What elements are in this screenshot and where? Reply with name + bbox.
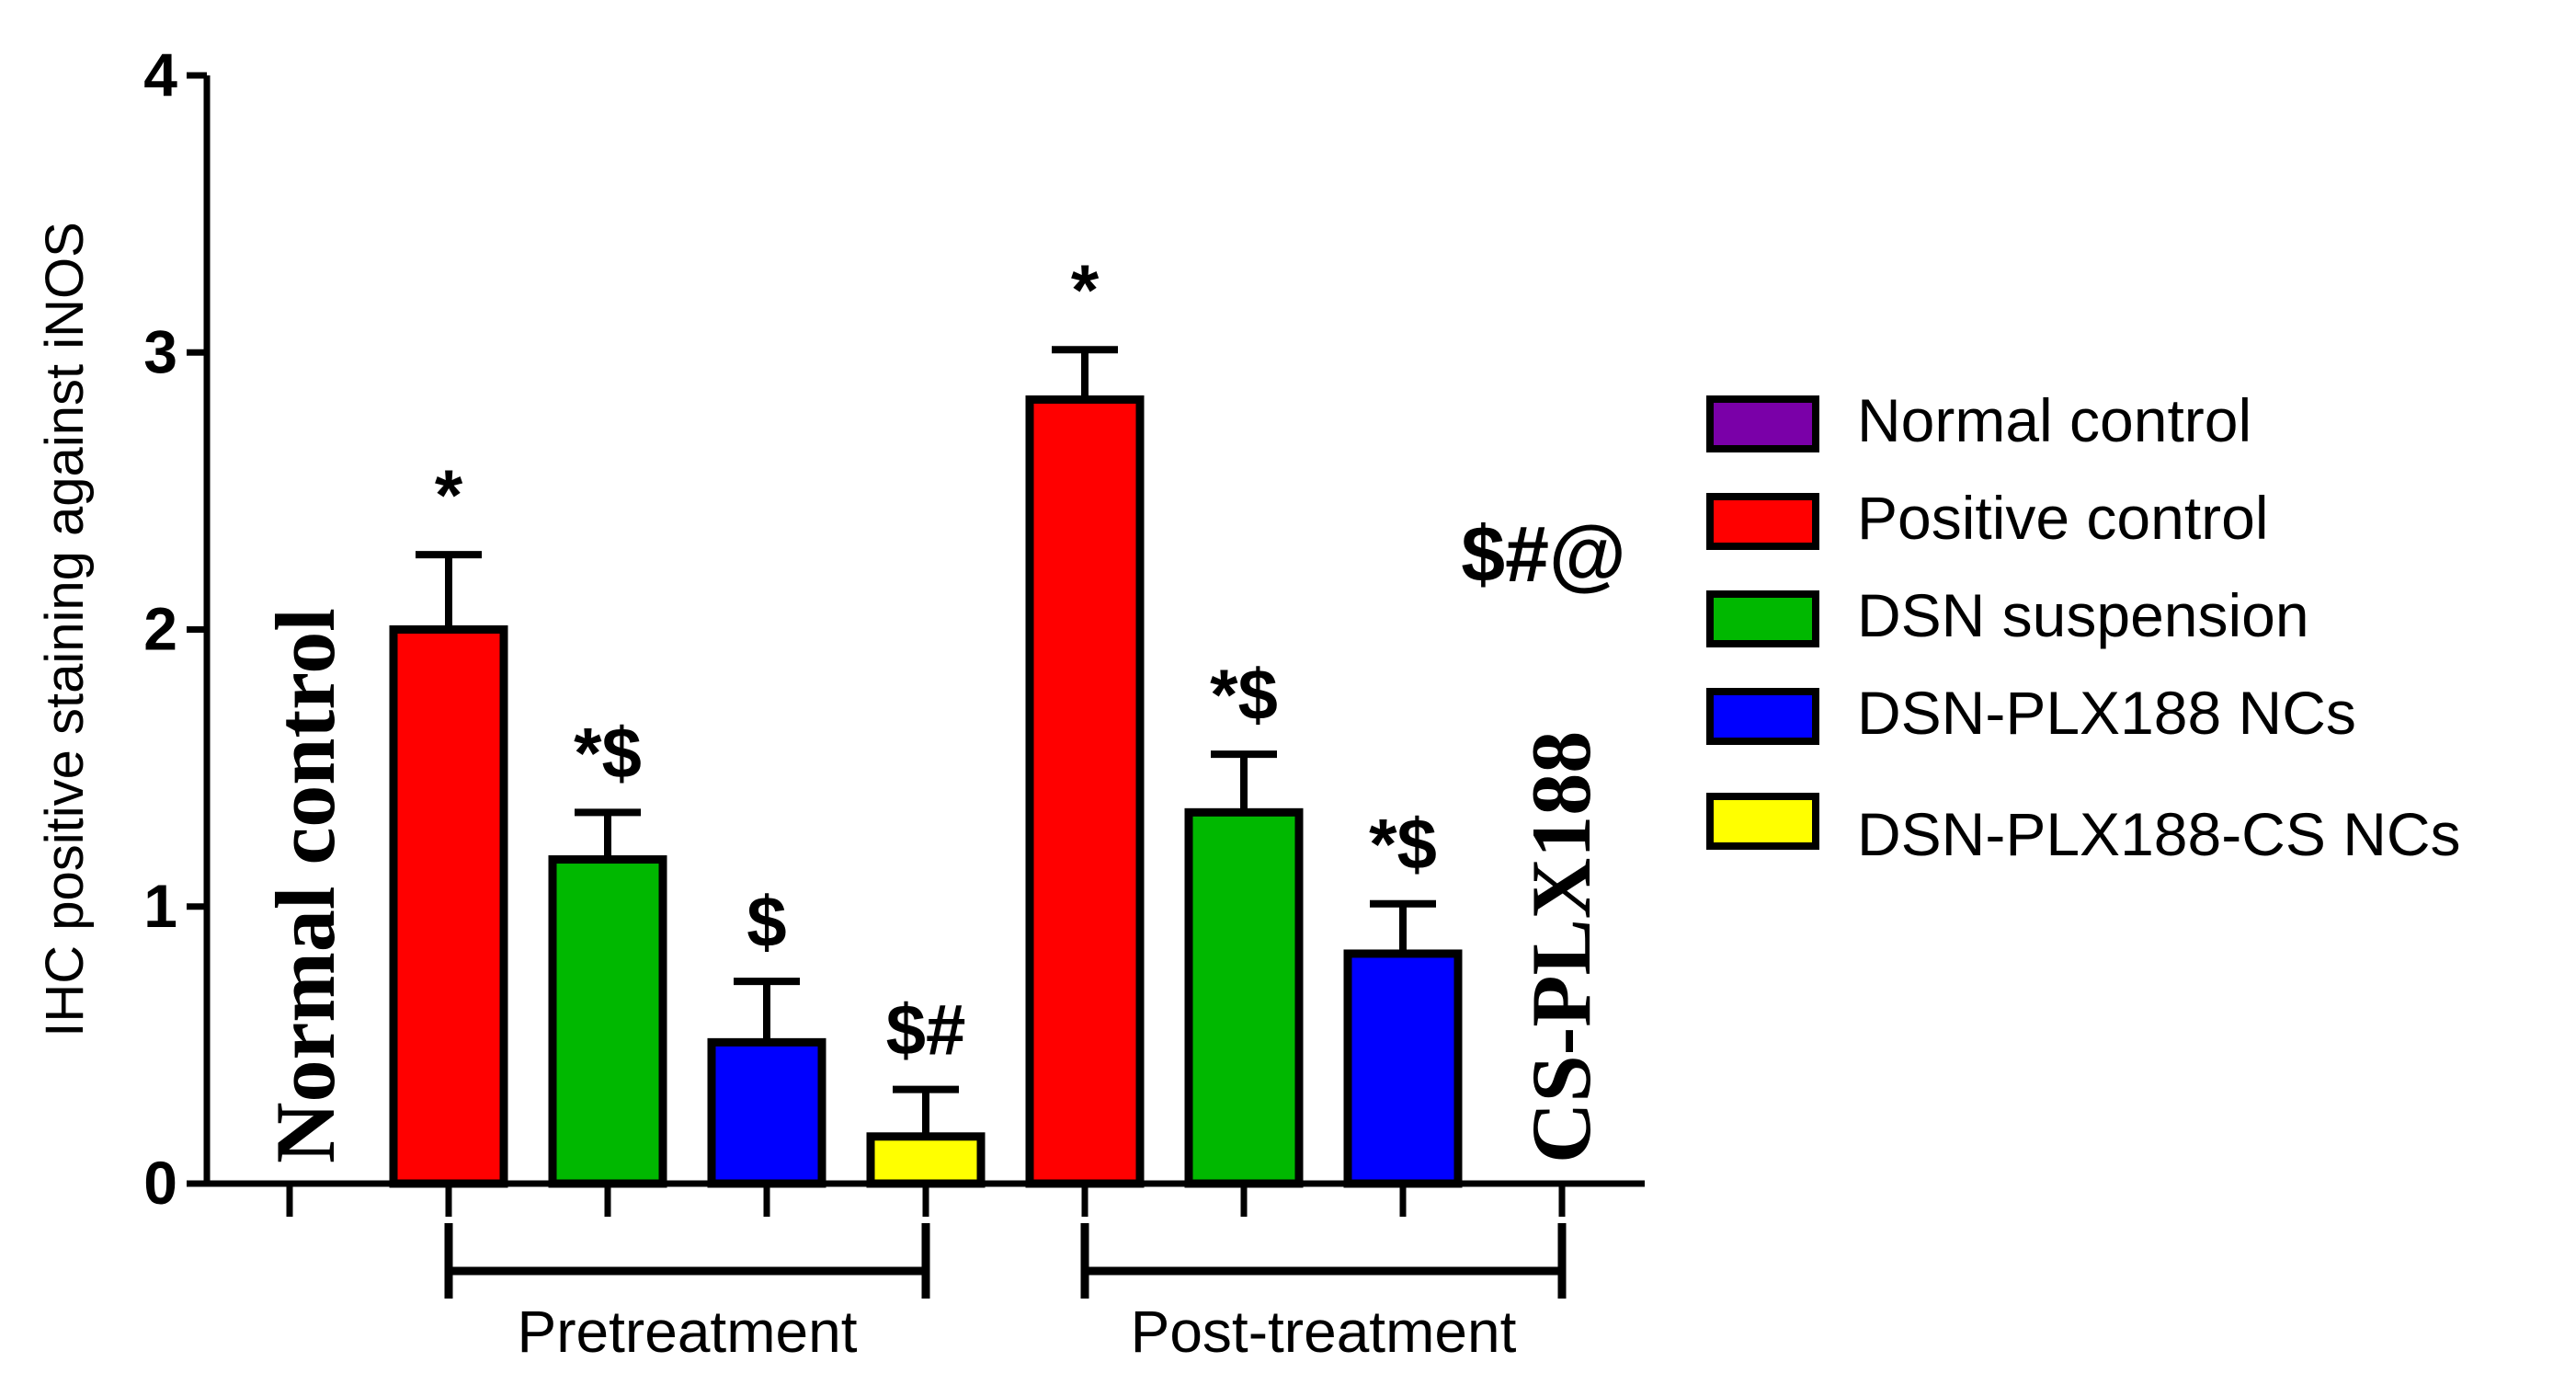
significance-label: $# [886,990,966,1070]
significance-label: $ [747,881,786,962]
y-axis-label: IHC positive staining against iNOS [35,222,95,1037]
legend-label: DSN-PLX188 NCs [1857,679,2356,747]
legend-swatch [1706,793,1819,850]
bar [1025,395,1145,1188]
y-tick-label: 0 [143,1149,177,1217]
legend-label: DSN-PLX188-CS NCs [1857,800,2461,868]
bars [389,346,1463,1188]
y-tick-label: 4 [143,40,177,109]
y-tick-label: 1 [143,872,177,940]
significance-label: * [1071,249,1100,330]
floating-annotation: $#@ [1461,510,1626,599]
bar [866,1132,986,1188]
y-tick-label: 3 [143,317,177,385]
bar [1184,807,1304,1188]
empty-bar-label: CS-PLX188 [1514,731,1608,1163]
significance-label: *$ [1369,804,1437,885]
legend-swatch [1706,493,1819,550]
significance-label: *$ [574,712,642,793]
legend-swatch [1706,395,1819,452]
legend-swatch [1706,590,1819,647]
bar [707,1037,826,1188]
bar [389,625,508,1188]
bar [548,855,667,1188]
legend: Normal control Positive control DSN suspen… [1706,386,2461,868]
y-tick-label: 2 [143,595,177,663]
legend-label: DSN suspension [1857,581,2309,649]
group-label: Pretreatment [518,1299,858,1365]
significance-label: *$ [1210,654,1278,735]
legend-swatch [1706,688,1819,745]
group-label: Post-treatment [1131,1299,1517,1365]
significance-label: * [435,454,463,535]
bar [1343,949,1463,1188]
empty-bar-label: Normal control [258,608,352,1163]
legend-label: Positive control [1857,484,2269,552]
legend-label: Normal control [1857,386,2251,454]
labels: * *$ $ $# * *$ *$ Normal control CS-PLX188 $#@ Pre… [258,249,1626,1365]
